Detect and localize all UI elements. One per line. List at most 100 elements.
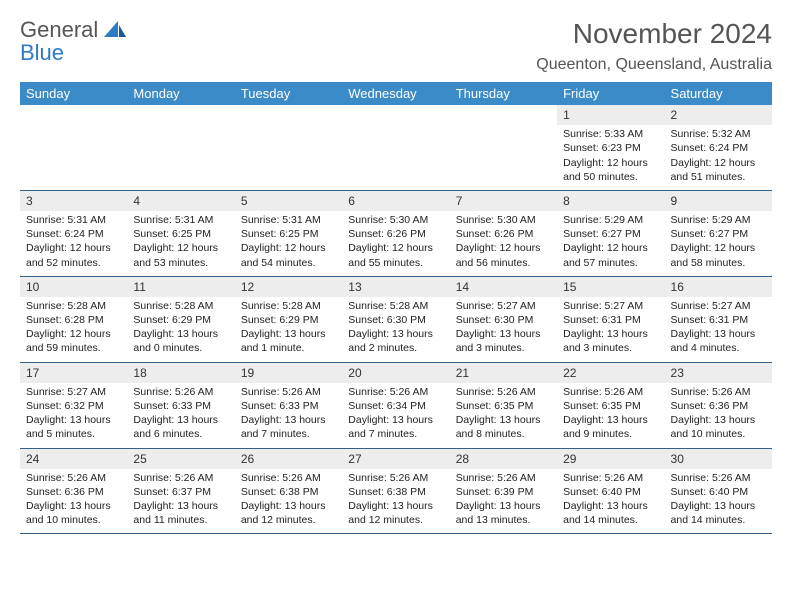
day-line: Sunrise: 5:26 AM — [241, 385, 336, 399]
day-line: Daylight: 13 hours and 13 minutes. — [456, 499, 551, 527]
day-body: Sunrise: 5:29 AMSunset: 6:27 PMDaylight:… — [665, 211, 772, 276]
day-line: Sunset: 6:36 PM — [671, 399, 766, 413]
day-line: Sunrise: 5:27 AM — [456, 299, 551, 313]
day-number: 29 — [557, 449, 664, 469]
day-line: Sunrise: 5:30 AM — [348, 213, 443, 227]
day-body: Sunrise: 5:31 AMSunset: 6:24 PMDaylight:… — [20, 211, 127, 276]
day-number: 9 — [665, 191, 772, 211]
day-line: Daylight: 13 hours and 12 minutes. — [241, 499, 336, 527]
calendar-day-cell: 2Sunrise: 5:32 AMSunset: 6:24 PMDaylight… — [665, 105, 772, 190]
day-line: Daylight: 13 hours and 4 minutes. — [671, 327, 766, 355]
day-number: 1 — [557, 105, 664, 125]
day-line: Daylight: 13 hours and 2 minutes. — [348, 327, 443, 355]
calendar-day-cell: 6Sunrise: 5:30 AMSunset: 6:26 PMDaylight… — [342, 190, 449, 276]
day-line: Sunrise: 5:28 AM — [133, 299, 228, 313]
day-line: Sunrise: 5:31 AM — [26, 213, 121, 227]
day-line: Sunset: 6:31 PM — [563, 313, 658, 327]
day-number: 13 — [342, 277, 449, 297]
calendar-day-cell: 1Sunrise: 5:33 AMSunset: 6:23 PMDaylight… — [557, 105, 664, 190]
day-number: 3 — [20, 191, 127, 211]
day-number: 24 — [20, 449, 127, 469]
header: General Blue November 2024 Queenton, Que… — [20, 18, 772, 74]
day-body: Sunrise: 5:26 AMSunset: 6:35 PMDaylight:… — [557, 383, 664, 448]
day-line: Sunset: 6:23 PM — [563, 141, 658, 155]
day-line: Sunset: 6:25 PM — [241, 227, 336, 241]
day-line: Daylight: 13 hours and 14 minutes. — [671, 499, 766, 527]
day-line: Daylight: 13 hours and 9 minutes. — [563, 413, 658, 441]
day-number: 6 — [342, 191, 449, 211]
day-number: 5 — [235, 191, 342, 211]
day-line: Sunrise: 5:28 AM — [26, 299, 121, 313]
logo: General Blue — [20, 18, 126, 64]
day-body: Sunrise: 5:31 AMSunset: 6:25 PMDaylight:… — [235, 211, 342, 276]
day-body: Sunrise: 5:28 AMSunset: 6:28 PMDaylight:… — [20, 297, 127, 362]
day-line: Sunrise: 5:26 AM — [671, 471, 766, 485]
day-number: 16 — [665, 277, 772, 297]
calendar-day-cell: 24Sunrise: 5:26 AMSunset: 6:36 PMDayligh… — [20, 448, 127, 534]
day-body — [450, 125, 557, 133]
day-line: Sunrise: 5:29 AM — [671, 213, 766, 227]
calendar-day-cell: 8Sunrise: 5:29 AMSunset: 6:27 PMDaylight… — [557, 190, 664, 276]
day-line: Sunrise: 5:26 AM — [456, 385, 551, 399]
day-number: 11 — [127, 277, 234, 297]
day-line: Sunset: 6:26 PM — [456, 227, 551, 241]
day-line: Daylight: 13 hours and 7 minutes. — [241, 413, 336, 441]
calendar-day-cell: 4Sunrise: 5:31 AMSunset: 6:25 PMDaylight… — [127, 190, 234, 276]
day-number: 4 — [127, 191, 234, 211]
day-line: Daylight: 12 hours and 57 minutes. — [563, 241, 658, 269]
day-line: Daylight: 13 hours and 3 minutes. — [563, 327, 658, 355]
calendar-day-cell: 15Sunrise: 5:27 AMSunset: 6:31 PMDayligh… — [557, 276, 664, 362]
calendar-week-row: 17Sunrise: 5:27 AMSunset: 6:32 PMDayligh… — [20, 362, 772, 448]
day-line: Sunrise: 5:26 AM — [671, 385, 766, 399]
calendar-day-cell: 23Sunrise: 5:26 AMSunset: 6:36 PMDayligh… — [665, 362, 772, 448]
day-line: Sunset: 6:32 PM — [26, 399, 121, 413]
day-line: Sunset: 6:28 PM — [26, 313, 121, 327]
day-body: Sunrise: 5:26 AMSunset: 6:37 PMDaylight:… — [127, 469, 234, 534]
day-line: Daylight: 12 hours and 53 minutes. — [133, 241, 228, 269]
day-body: Sunrise: 5:26 AMSunset: 6:40 PMDaylight:… — [665, 469, 772, 534]
day-line: Sunset: 6:34 PM — [348, 399, 443, 413]
day-body: Sunrise: 5:27 AMSunset: 6:31 PMDaylight:… — [557, 297, 664, 362]
day-number: 20 — [342, 363, 449, 383]
logo-line2: Blue — [20, 40, 64, 65]
calendar-week-row: 24Sunrise: 5:26 AMSunset: 6:36 PMDayligh… — [20, 448, 772, 534]
day-line: Sunrise: 5:30 AM — [456, 213, 551, 227]
day-body: Sunrise: 5:32 AMSunset: 6:24 PMDaylight:… — [665, 125, 772, 190]
day-body: Sunrise: 5:26 AMSunset: 6:38 PMDaylight:… — [342, 469, 449, 534]
calendar-day-cell: 29Sunrise: 5:26 AMSunset: 6:40 PMDayligh… — [557, 448, 664, 534]
weekday-header: Friday — [557, 82, 664, 105]
day-line: Daylight: 12 hours and 54 minutes. — [241, 241, 336, 269]
day-number — [235, 105, 342, 125]
calendar-day-cell: 30Sunrise: 5:26 AMSunset: 6:40 PMDayligh… — [665, 448, 772, 534]
day-body: Sunrise: 5:26 AMSunset: 6:33 PMDaylight:… — [127, 383, 234, 448]
day-line: Sunrise: 5:26 AM — [348, 385, 443, 399]
day-line: Sunset: 6:38 PM — [241, 485, 336, 499]
day-line: Sunrise: 5:29 AM — [563, 213, 658, 227]
calendar-day-cell: 22Sunrise: 5:26 AMSunset: 6:35 PMDayligh… — [557, 362, 664, 448]
calendar-day-cell: 16Sunrise: 5:27 AMSunset: 6:31 PMDayligh… — [665, 276, 772, 362]
day-number: 28 — [450, 449, 557, 469]
day-line: Sunrise: 5:33 AM — [563, 127, 658, 141]
day-number: 27 — [342, 449, 449, 469]
day-line: Daylight: 13 hours and 5 minutes. — [26, 413, 121, 441]
day-number: 10 — [20, 277, 127, 297]
calendar-day-cell: 3Sunrise: 5:31 AMSunset: 6:24 PMDaylight… — [20, 190, 127, 276]
day-number: 22 — [557, 363, 664, 383]
calendar-day-cell: 10Sunrise: 5:28 AMSunset: 6:28 PMDayligh… — [20, 276, 127, 362]
day-line: Sunset: 6:30 PM — [456, 313, 551, 327]
day-line: Daylight: 13 hours and 6 minutes. — [133, 413, 228, 441]
calendar-day-cell: 7Sunrise: 5:30 AMSunset: 6:26 PMDaylight… — [450, 190, 557, 276]
calendar-week-row: 1Sunrise: 5:33 AMSunset: 6:23 PMDaylight… — [20, 105, 772, 190]
day-line: Sunset: 6:24 PM — [26, 227, 121, 241]
weekday-header: Sunday — [20, 82, 127, 105]
weekday-header: Saturday — [665, 82, 772, 105]
day-line: Daylight: 13 hours and 10 minutes. — [26, 499, 121, 527]
calendar-day-cell: 5Sunrise: 5:31 AMSunset: 6:25 PMDaylight… — [235, 190, 342, 276]
day-line: Daylight: 12 hours and 56 minutes. — [456, 241, 551, 269]
calendar-day-cell: 9Sunrise: 5:29 AMSunset: 6:27 PMDaylight… — [665, 190, 772, 276]
day-line: Daylight: 13 hours and 11 minutes. — [133, 499, 228, 527]
day-line: Sunset: 6:35 PM — [563, 399, 658, 413]
day-line: Sunrise: 5:27 AM — [26, 385, 121, 399]
day-line: Sunset: 6:31 PM — [671, 313, 766, 327]
day-body: Sunrise: 5:26 AMSunset: 6:34 PMDaylight:… — [342, 383, 449, 448]
